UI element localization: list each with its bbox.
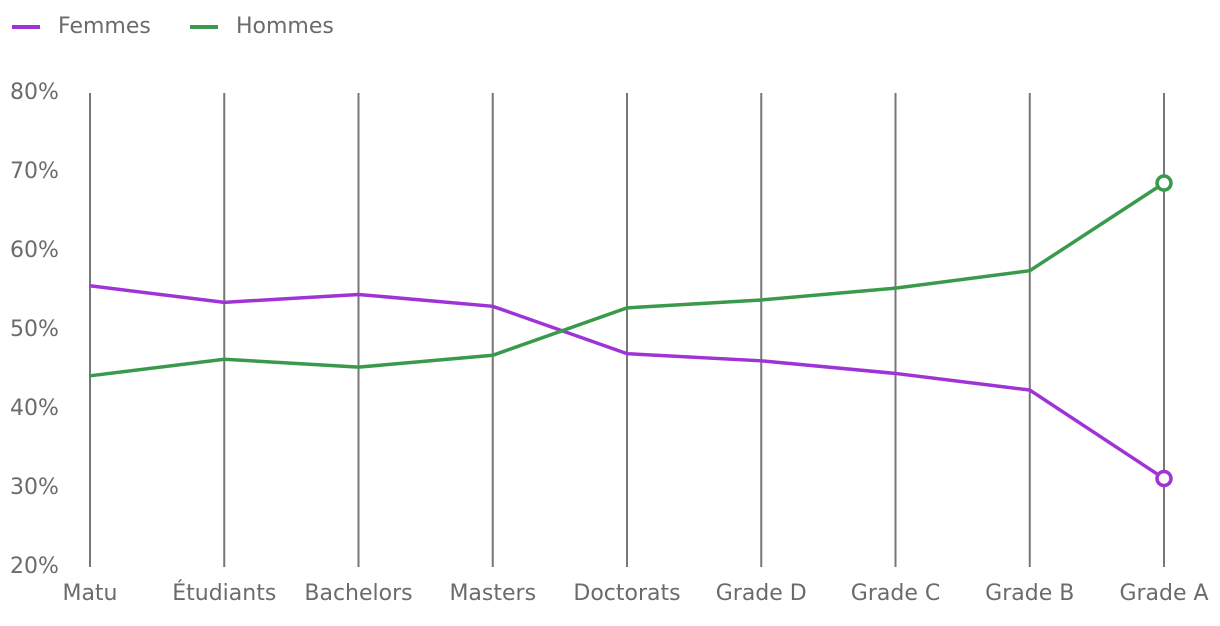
- x-tick-label: Grade C: [851, 581, 940, 606]
- x-tick-label: Bachelors: [304, 581, 412, 606]
- y-tick-label: 50%: [10, 317, 59, 342]
- x-tick-label: Doctorats: [573, 581, 680, 606]
- x-tick-label: Masters: [449, 581, 536, 606]
- x-tick-label: Grade B: [985, 581, 1074, 606]
- legend-label: Hommes: [236, 14, 334, 39]
- y-tick-label: 60%: [10, 238, 59, 263]
- x-tick-label: Grade A: [1119, 581, 1208, 606]
- y-tick-label: 70%: [10, 159, 59, 184]
- series-line: [89, 181, 1165, 378]
- legend-label: Femmes: [58, 14, 151, 39]
- x-tick-label: Grade D: [716, 581, 807, 606]
- y-tick-label: 30%: [10, 475, 59, 500]
- x-tick-label: Étudiants: [172, 580, 276, 606]
- y-tick-label: 80%: [10, 80, 59, 105]
- end-marker: [1155, 174, 1173, 192]
- y-tick-label: 40%: [10, 396, 59, 421]
- y-tick-label: 20%: [10, 554, 59, 579]
- x-tick-label: Matu: [62, 581, 117, 606]
- series-line: [89, 284, 1165, 480]
- end-marker: [1155, 469, 1173, 488]
